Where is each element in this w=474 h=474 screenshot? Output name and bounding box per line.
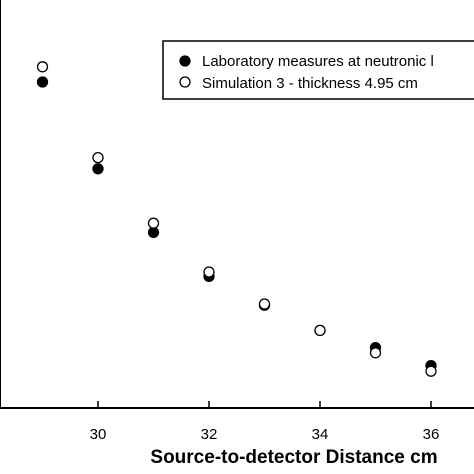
legend-label-simulation: Simulation 3 - thickness 4.95 cm [202, 75, 418, 92]
x-ticks: 30 32 34 36 [90, 401, 440, 443]
data-point-simulation [369, 347, 382, 359]
x-tick-label: 34 [312, 426, 329, 443]
data-point-simulation [147, 217, 160, 229]
legend-label-laboratory: Laboratory measures at neutronic l [202, 53, 434, 70]
plot-area [0, 0, 474, 409]
data-point-simulation [36, 61, 49, 73]
data-point-simulation [258, 298, 271, 310]
x-tick-label: 36 [423, 426, 440, 443]
data-point-simulation [425, 365, 437, 377]
data-point-laboratory [92, 163, 104, 175]
data-point-simulation [203, 266, 215, 278]
data-point-simulation [314, 324, 326, 337]
series-simulation [36, 61, 437, 377]
legend-marker-filled-circle [179, 55, 191, 67]
data-point-laboratory [36, 76, 49, 88]
legend: Laboratory measures at neutronic l Simul… [162, 40, 474, 100]
series-laboratory [36, 76, 437, 372]
x-tick-label: 32 [201, 426, 218, 443]
x-axis-title: Source-to-detector Distance cm [150, 447, 437, 468]
series-layer [36, 61, 437, 377]
x-tick-label: 30 [90, 426, 107, 443]
data-point-simulation [92, 151, 104, 164]
legend-marker-open-circle [179, 76, 191, 88]
data-point-laboratory [147, 226, 160, 239]
legend-box [162, 40, 474, 100]
